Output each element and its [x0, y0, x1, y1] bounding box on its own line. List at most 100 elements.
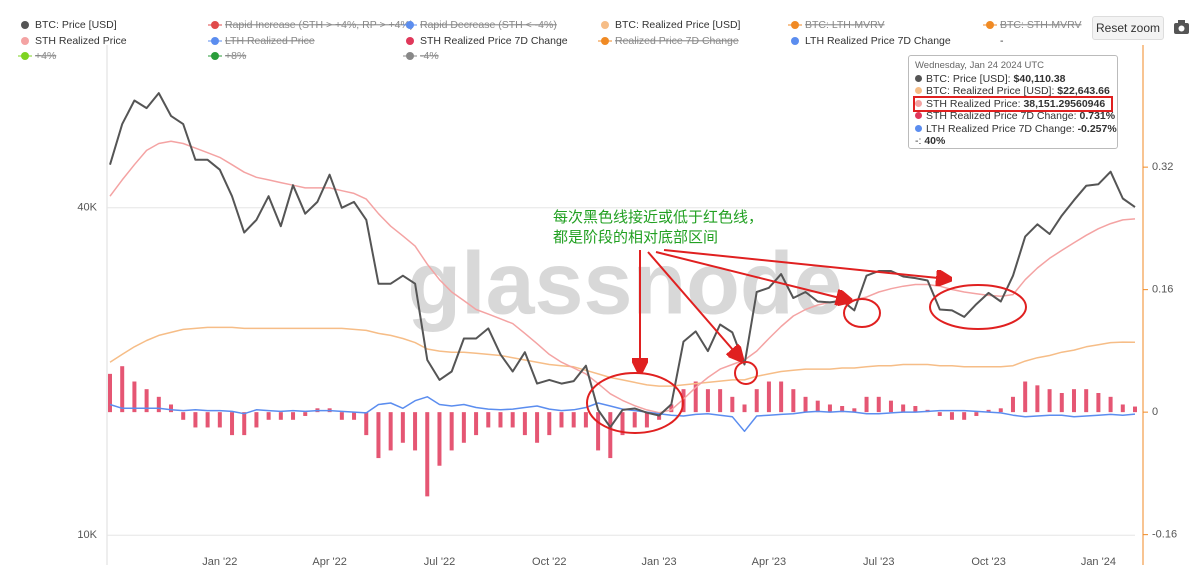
highlight-ellipse — [734, 361, 758, 385]
arrow — [663, 249, 948, 279]
legend-label: LTH Realized Price 7D Change — [805, 35, 951, 47]
tooltip-value: 38,151.29560946 — [1023, 97, 1106, 110]
reset-zoom-button[interactable]: Reset zoom — [1092, 16, 1164, 40]
bar — [644, 412, 649, 428]
bar — [888, 400, 893, 413]
bar — [1010, 396, 1015, 413]
bar — [400, 412, 405, 443]
bar — [376, 412, 381, 459]
x-tick-label: Apr '22 — [312, 556, 347, 568]
legend-item[interactable]: Rapid Decrease (STH < -4%) — [403, 19, 557, 31]
bar — [352, 412, 357, 420]
bar — [962, 412, 967, 420]
bar — [754, 389, 759, 413]
bar — [254, 412, 259, 428]
tooltip-label: -: — [915, 135, 922, 147]
x-tick-label: Jan '24 — [1081, 556, 1116, 568]
legend-item[interactable]: BTC: Realized Price [USD] — [601, 19, 741, 31]
bar — [986, 409, 991, 413]
bar — [266, 412, 271, 420]
legend-item[interactable]: BTC: STH-MVRV — [983, 19, 1081, 31]
legend-item[interactable]: Rapid Increase (STH > +4%, RP > +4%) — [208, 19, 413, 31]
legend-item[interactable]: STH Realized Price — [21, 35, 127, 47]
legend-label: +4% — [35, 50, 56, 62]
bar — [1071, 389, 1076, 413]
bar — [998, 408, 1003, 413]
bar — [937, 412, 942, 416]
bar — [1047, 389, 1052, 413]
x-tick-label: Oct '22 — [532, 556, 567, 568]
bar — [461, 412, 466, 443]
legend-item[interactable]: Realized Price 7D Change — [598, 35, 739, 47]
legend-label: Realized Price 7D Change — [615, 35, 739, 47]
bar — [230, 412, 235, 436]
legend-marker — [406, 37, 414, 45]
bar — [852, 408, 857, 413]
tooltip-label: STH Realized Price: — [926, 97, 1021, 110]
series-line — [109, 326, 1136, 387]
bar — [608, 412, 613, 459]
bar — [474, 412, 479, 436]
bar — [876, 396, 881, 413]
legend-label: LTH Realized Price — [225, 35, 315, 47]
legend-item[interactable]: LTH Realized Price 7D Change — [791, 35, 951, 47]
watermark: glassnode — [407, 233, 842, 332]
x-tick-label: Apr '23 — [752, 556, 787, 568]
tooltip-row: BTC: Realized Price [USD]: $22,643.66 — [915, 85, 1111, 98]
arrow — [655, 251, 848, 300]
bar — [181, 412, 186, 420]
legend-item[interactable]: BTC: Price [USD] — [21, 19, 117, 31]
bar — [742, 404, 747, 413]
bar — [510, 412, 515, 428]
bar — [303, 412, 308, 416]
bar — [815, 400, 820, 413]
bar — [413, 412, 418, 451]
legend-marker — [601, 21, 609, 29]
bar — [1035, 385, 1040, 413]
legend-label: BTC: LTH-MVRV — [805, 19, 885, 31]
y2-tick-label: 0.16 — [1152, 284, 1173, 296]
legend-item[interactable]: BTC: LTH-MVRV — [788, 19, 885, 31]
legend-label: -4% — [420, 50, 439, 62]
legend-item[interactable]: STH Realized Price 7D Change — [406, 35, 568, 47]
bar — [766, 381, 771, 413]
legend-label: BTC: Realized Price [USD] — [615, 19, 741, 31]
bar — [1120, 404, 1125, 413]
annotation-shapes — [586, 249, 1027, 434]
bar — [388, 412, 393, 451]
legend-item[interactable]: +8% — [208, 50, 246, 62]
tooltip-marker — [915, 74, 922, 82]
bar — [559, 412, 564, 428]
bar — [339, 412, 344, 420]
bar — [583, 412, 588, 428]
bar — [547, 412, 552, 436]
legend-item[interactable]: - — [1000, 35, 1004, 47]
bar — [1108, 396, 1113, 413]
legend-label: BTC: STH-MVRV — [1000, 19, 1081, 31]
tooltip-marker — [915, 112, 922, 119]
x-tick-label: Jul '23 — [863, 556, 894, 568]
legend-item[interactable]: -4% — [403, 50, 439, 62]
bar — [132, 381, 137, 413]
bar — [705, 389, 710, 413]
y2-tick-label: -0.16 — [1152, 529, 1177, 541]
bar — [242, 412, 247, 436]
y2-tick-label: 0.32 — [1152, 161, 1173, 173]
camera-icon[interactable] — [1174, 20, 1189, 34]
bar — [803, 396, 808, 413]
x-tick-label: Jul '22 — [424, 556, 455, 568]
tooltip-row: STH Realized Price 7D Change: 0.731% — [915, 110, 1115, 123]
legend-label: STH Realized Price 7D Change — [420, 35, 568, 47]
bar — [791, 389, 796, 413]
tooltip-value: $22,643.66 — [1057, 85, 1110, 97]
bar — [901, 404, 906, 413]
legend-item[interactable]: LTH Realized Price — [208, 35, 315, 47]
bar — [486, 412, 491, 428]
bar — [913, 406, 918, 413]
bar — [1096, 393, 1101, 413]
legend-item[interactable]: +4% — [18, 50, 56, 62]
tooltip: Wednesday, Jan 24 2024 UTC BTC: Price [U… — [908, 55, 1118, 149]
arrow — [647, 251, 740, 358]
